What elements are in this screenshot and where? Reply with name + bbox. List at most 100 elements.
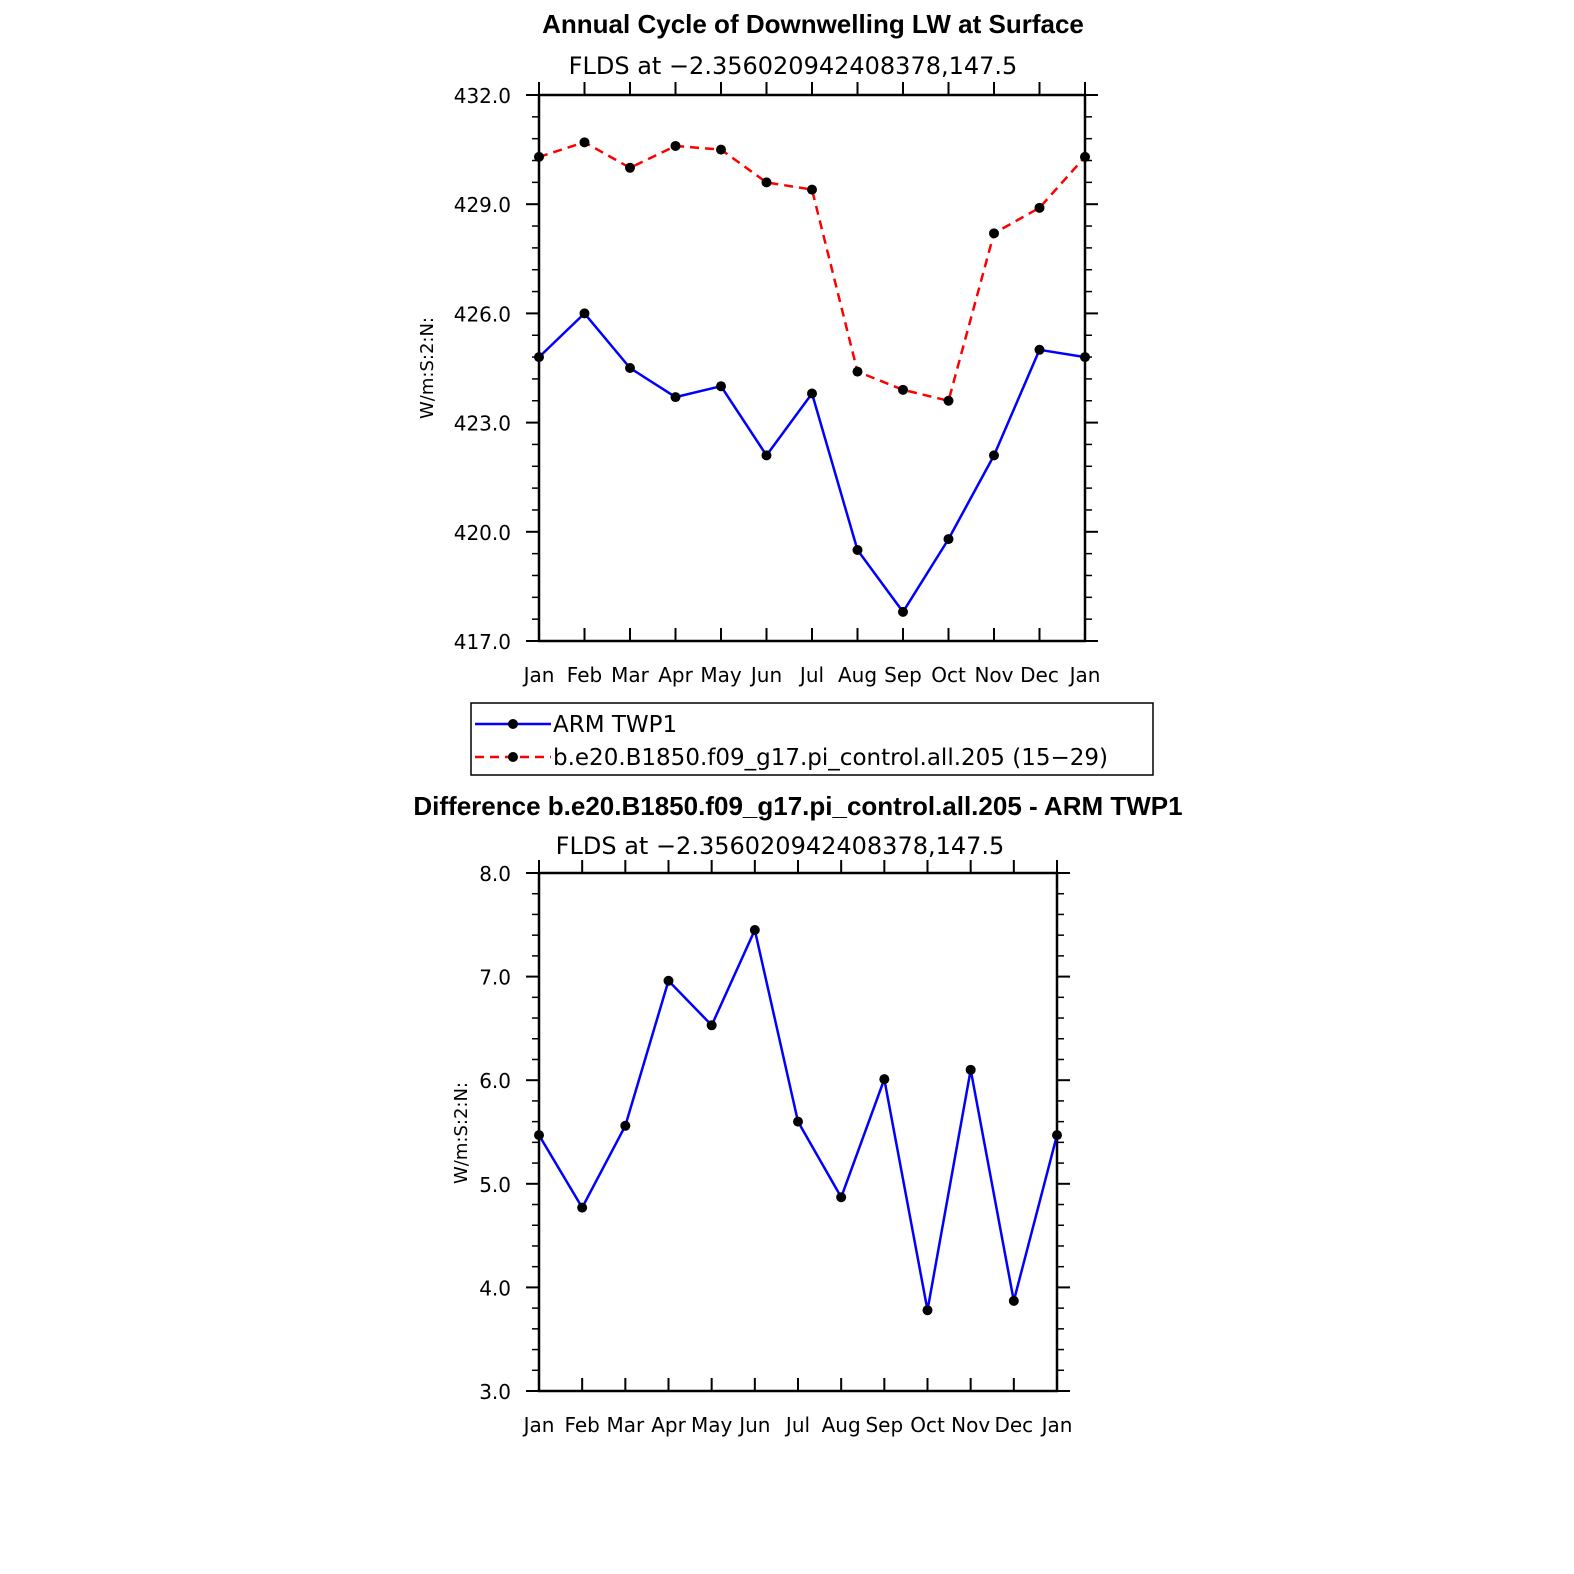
chart-2: Difference b.e20.B1850.f09_g17.pi_contro… xyxy=(413,791,1182,1437)
chart-1-y-tick-label: 417.0 xyxy=(454,630,511,654)
chart-1-series-1-point xyxy=(534,151,544,162)
chart-1-y-tick-label: 429.0 xyxy=(454,193,511,217)
chart-2-series-0-point xyxy=(620,1120,631,1131)
legend: ARM TWP1 b.e20.B1850.f09_g17.pi_control.… xyxy=(470,702,1154,776)
chart-1-series-0-point xyxy=(898,606,908,617)
chart-1: Annual Cycle of Downwelling LW at Surfac… xyxy=(417,9,1100,687)
legend-box xyxy=(470,702,1154,776)
chart-1-series-0-point xyxy=(670,392,681,403)
chart-1-series-1-point xyxy=(989,228,999,239)
chart-1-series-1-point xyxy=(670,140,681,151)
chart-1-series-0-point xyxy=(852,545,863,555)
chart-1-series-0-point xyxy=(716,381,726,392)
chart-1-series-1-line xyxy=(538,141,1086,403)
chart-1-axes: Jan Feb Mar Apr May Jun Jul Aug Sep Oct Nov Dec Jan 4… xyxy=(454,82,1101,687)
chart-1-x-tick-label: Jul xyxy=(798,663,824,687)
chart-2-series-0-point xyxy=(663,975,674,986)
chart-2-series xyxy=(534,924,1062,1316)
chart-2-subtitle: FLDS at −2.356020942408378,147.5 xyxy=(556,832,1005,860)
chart-2-axes: Jan Feb Mar Apr May Jun Jul Aug Sep Oct Nov Dec Jan 3… xyxy=(479,860,1072,1437)
chart-2-x-tick-label: Jan xyxy=(1040,1413,1073,1437)
chart-1-y-tick-label: 432.0 xyxy=(454,84,511,108)
chart-2-x-tick-label: Nov xyxy=(951,1413,990,1437)
legend-label-arm: ARM TWP1 xyxy=(553,712,677,738)
chart-2-series-0-point xyxy=(922,1305,933,1316)
chart-1-x-tick-label: Aug xyxy=(838,663,877,687)
chart-2-x-tick-label: Dec xyxy=(994,1413,1033,1437)
chart-2-series-0-point xyxy=(836,1192,847,1203)
chart-2-series-0-point xyxy=(879,1074,890,1085)
chart-2-plot-frame xyxy=(537,871,1059,1393)
chart-1-x-tick-label: Dec xyxy=(1020,663,1059,687)
chart-1-x-tick-label: Nov xyxy=(974,663,1013,687)
chart-1-series-0-point xyxy=(625,363,635,373)
chart-1-x-tick-label: Oct xyxy=(931,663,966,687)
chart-1-y-tick-label: 426.0 xyxy=(454,302,511,326)
chart-1-x-tick-label: Apr xyxy=(658,663,693,687)
chart-2-series-0-point xyxy=(965,1064,976,1075)
chart-2-series-0-point xyxy=(1008,1295,1019,1306)
chart-1-y-tick-label: 423.0 xyxy=(454,412,511,436)
chart-1-x-tick-label: Jun xyxy=(749,663,782,687)
chart-1-series-0-line xyxy=(538,312,1086,614)
chart-1-series-1-point xyxy=(625,162,635,173)
chart-1-series-0-point xyxy=(807,388,817,399)
chart-2-x-tick-label: Jun xyxy=(737,1413,770,1437)
chart-2-title: Difference b.e20.B1850.f09_g17.pi_contro… xyxy=(413,791,1182,821)
chart-1-x-tick-label: Sep xyxy=(884,663,922,687)
legend-marker-model xyxy=(508,752,518,762)
chart-2-x-tick-label: May xyxy=(691,1413,733,1437)
chart-2-series-0-point xyxy=(793,1116,803,1127)
chart-1-series-0-point xyxy=(943,534,954,545)
chart-1-y-tick-label: 420.0 xyxy=(454,521,511,545)
chart-1-series-1-point xyxy=(716,144,726,155)
chart-2-y-tick-label: 8.0 xyxy=(479,862,511,886)
chart-1-series-1-point xyxy=(852,366,863,377)
chart-1-y-axis-label: W/m:S:2:N: xyxy=(417,317,438,419)
chart-2-y-tick-label: 6.0 xyxy=(479,1069,511,1093)
chart-1-series-0-point xyxy=(534,352,544,363)
chart-1-series-0-point xyxy=(1034,344,1045,355)
chart-1-series-0-point xyxy=(989,450,999,461)
chart-2-y-tick-label: 5.0 xyxy=(479,1173,511,1197)
chart-2-series-0-point xyxy=(749,924,760,935)
legend-marker-arm xyxy=(508,719,518,729)
chart-1-title: Annual Cycle of Downwelling LW at Surfac… xyxy=(542,9,1084,39)
chart-2-x-tick-label: Feb xyxy=(564,1413,599,1437)
chart-2-x-tick-label: Oct xyxy=(910,1413,945,1437)
chart-2-series-0-point xyxy=(1052,1130,1062,1141)
chart-2-x-tick-label: Sep xyxy=(865,1413,903,1437)
chart-1-series-0-point xyxy=(761,450,772,461)
chart-1-series-1-point xyxy=(1080,151,1090,162)
chart-2-series-0-point xyxy=(706,1020,717,1031)
chart-2-x-tick-label: Jul xyxy=(784,1413,810,1437)
chart-1-subtitle: FLDS at −2.356020942408378,147.5 xyxy=(569,52,1018,80)
chart-2-y-axis-label: W/m:S:2:N: xyxy=(451,1082,472,1184)
chart-1-x-tick-label: Jan xyxy=(1068,663,1101,687)
chart-2-series-0-point xyxy=(534,1130,544,1141)
chart-1-series-1-point xyxy=(761,177,772,188)
chart-2-y-tick-label: 7.0 xyxy=(479,966,511,990)
chart-2-x-tick-label: Mar xyxy=(606,1413,645,1437)
legend-label-model: b.e20.B1850.f09_g17.pi_control.all.205 (… xyxy=(553,745,1108,771)
chart-1-plot-frame xyxy=(537,93,1087,643)
chart-1-series-0-point xyxy=(579,308,590,319)
chart-2-series-0-point xyxy=(577,1202,588,1213)
chart-2-x-tick-label: Apr xyxy=(651,1413,686,1437)
chart-1-series-1-point xyxy=(898,384,908,395)
chart-1-x-tick-label: Mar xyxy=(611,663,650,687)
chart-1-series-1-point xyxy=(579,137,590,148)
chart-1-series xyxy=(534,137,1090,617)
chart-2-x-tick-label: Jan xyxy=(522,1413,555,1437)
chart-1-series-1-point xyxy=(807,184,817,195)
chart-1-series-1-point xyxy=(943,395,954,406)
chart-1-x-tick-label: Jan xyxy=(522,663,555,687)
chart-1-series-0-point xyxy=(1080,352,1090,363)
chart-1-series-1-point xyxy=(1034,202,1045,213)
chart-2-y-tick-label: 4.0 xyxy=(479,1276,511,1300)
chart-2-x-tick-label: Aug xyxy=(822,1413,861,1437)
chart-1-x-tick-label: May xyxy=(700,663,742,687)
chart-2-y-tick-label: 3.0 xyxy=(479,1380,511,1404)
chart-1-x-tick-label: Feb xyxy=(567,663,602,687)
